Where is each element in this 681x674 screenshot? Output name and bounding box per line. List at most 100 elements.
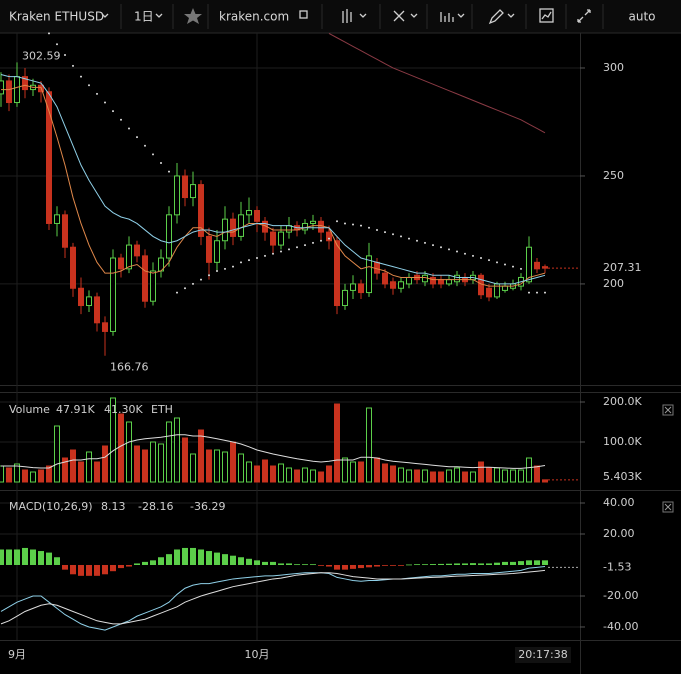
volume-bar — [246, 461, 252, 483]
volume-bar — [214, 449, 220, 483]
macd-histogram-bar — [62, 564, 68, 570]
macd-histogram-bar — [134, 563, 140, 565]
volume-bar — [134, 445, 140, 483]
volume-bar — [534, 465, 540, 483]
close-box[interactable] — [662, 501, 674, 513]
macd-histogram-bar — [158, 557, 164, 565]
candle-body — [310, 220, 316, 224]
candle-body — [486, 287, 492, 298]
legend-value: 47.91K — [56, 403, 95, 416]
legend-unit: ETH — [151, 403, 173, 416]
sar-dot — [144, 144, 146, 147]
macd-histogram-bar — [310, 564, 316, 566]
macd-histogram-bar — [454, 563, 460, 565]
sar-dot — [256, 257, 258, 260]
volume-bar — [78, 461, 84, 483]
site[interactable]: kraken.com — [219, 10, 289, 24]
legend-title: Volume — [9, 403, 50, 416]
candle-body — [222, 218, 228, 242]
sar-dot — [88, 84, 90, 87]
volume-bar — [406, 469, 412, 483]
close-box[interactable] — [662, 404, 674, 416]
candle-body — [246, 210, 252, 216]
y-tick-label: -20.00 — [603, 589, 638, 602]
macd-histogram-bar — [294, 564, 300, 566]
volume-bar — [14, 463, 20, 483]
bar-style-button[interactable] — [342, 9, 367, 23]
volume-ma — [1, 434, 546, 469]
volume-bar — [86, 451, 92, 483]
macd-histogram-bar — [30, 549, 36, 565]
sar-dot — [168, 170, 170, 173]
sar-dot — [336, 220, 338, 223]
macd-histogram-bar — [414, 564, 420, 566]
sar-dot — [56, 43, 58, 46]
symbol[interactable]: Kraken ETHUSD — [9, 10, 104, 24]
candle-body — [390, 281, 396, 289]
candle-body — [382, 272, 388, 285]
sar-dot — [104, 101, 106, 104]
volume-bar — [350, 461, 356, 483]
snapshot-button[interactable] — [539, 8, 554, 23]
close-macd[interactable] — [662, 501, 674, 513]
compare-button[interactable] — [440, 12, 465, 22]
macd-histogram-bar — [142, 561, 148, 565]
candle-body — [278, 231, 284, 246]
sar-dot — [200, 278, 202, 281]
sar-dot — [112, 110, 114, 113]
candle-body — [534, 261, 540, 270]
candle-body — [502, 285, 508, 291]
macd-histogram-bar — [118, 564, 124, 569]
macd-histogram-bar — [78, 564, 84, 576]
sar-dot — [520, 267, 522, 270]
sar-dot — [496, 261, 498, 264]
macd-histogram-bar — [534, 560, 540, 565]
sar-dot — [136, 136, 138, 139]
sar-dot — [232, 265, 234, 268]
x-tick-label: 9月 — [8, 648, 26, 661]
last-macd-label: -1.53 — [603, 560, 631, 573]
fullscreen-button[interactable] — [577, 9, 591, 23]
macd-histogram-bar — [174, 549, 180, 565]
favorite-star[interactable] — [184, 8, 202, 24]
macd-histogram-bar — [198, 549, 204, 565]
indicator-button[interactable] — [393, 10, 418, 22]
draw-button[interactable] — [488, 9, 515, 25]
macd-histogram-bar — [270, 561, 276, 565]
candle-body — [366, 255, 372, 294]
y-tick-label: -40.00 — [603, 620, 638, 633]
volume-bar — [182, 437, 188, 483]
candle-body — [110, 257, 116, 332]
macd-histogram-bar — [54, 557, 60, 565]
symbol-button[interactable]: Kraken ETHUSD — [9, 10, 109, 24]
volume-bar — [6, 467, 12, 483]
volume-bar — [254, 465, 260, 483]
macd-histogram-bar — [182, 547, 188, 565]
candle-body — [350, 283, 356, 291]
candle-body — [270, 231, 276, 246]
macd-histogram-bar — [342, 564, 348, 570]
scale-button[interactable]: auto — [628, 10, 655, 24]
macd-histogram-bar — [22, 547, 28, 565]
volume-bar — [398, 467, 404, 483]
volume-bar — [0, 465, 4, 483]
macd-line — [0, 566, 546, 631]
moving-average — [1, 84, 546, 287]
candle-body — [190, 184, 196, 199]
interval[interactable]: 1日 — [134, 10, 154, 24]
interval-button[interactable]: 1日 — [134, 10, 163, 24]
macd-histogram-bar — [406, 564, 412, 566]
site-link[interactable]: kraken.com — [219, 10, 308, 24]
volume-bar — [198, 429, 204, 483]
macd-histogram-bar — [542, 560, 548, 565]
candle-body — [526, 246, 532, 283]
candle-body — [318, 220, 324, 233]
sar-dot — [160, 162, 162, 165]
close-volume[interactable] — [662, 404, 674, 416]
macd-histogram-bar — [366, 564, 372, 568]
volume-bar — [366, 407, 372, 483]
volume-bar — [510, 469, 516, 483]
macd-histogram-bar — [14, 549, 20, 565]
sar-dot — [464, 252, 466, 255]
sar-dot — [208, 274, 210, 277]
